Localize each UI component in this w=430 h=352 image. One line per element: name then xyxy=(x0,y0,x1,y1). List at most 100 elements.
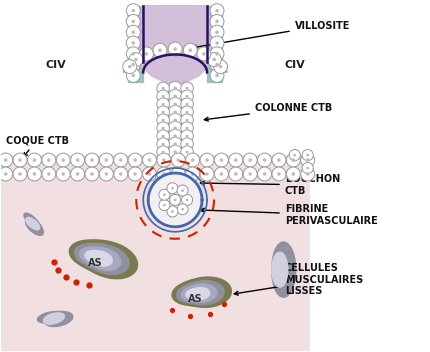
Circle shape xyxy=(212,58,215,61)
Polygon shape xyxy=(181,284,216,302)
Circle shape xyxy=(157,82,169,95)
Circle shape xyxy=(133,158,137,162)
Polygon shape xyxy=(74,244,129,275)
Circle shape xyxy=(215,31,218,34)
Polygon shape xyxy=(135,6,215,85)
Circle shape xyxy=(209,58,224,71)
Circle shape xyxy=(161,127,164,130)
Circle shape xyxy=(157,122,169,134)
Circle shape xyxy=(163,204,166,207)
Circle shape xyxy=(144,52,148,56)
Circle shape xyxy=(176,158,180,162)
Polygon shape xyxy=(206,6,221,82)
Circle shape xyxy=(18,172,22,176)
Circle shape xyxy=(99,167,113,181)
Circle shape xyxy=(131,74,135,77)
Circle shape xyxy=(286,167,300,181)
Circle shape xyxy=(47,172,50,176)
Text: AS: AS xyxy=(88,258,102,268)
Circle shape xyxy=(126,36,140,50)
Circle shape xyxy=(185,103,188,106)
Circle shape xyxy=(166,206,178,217)
Circle shape xyxy=(119,158,122,162)
Circle shape xyxy=(233,172,237,176)
Circle shape xyxy=(185,153,199,167)
Circle shape xyxy=(177,204,187,215)
Circle shape xyxy=(173,126,176,130)
Polygon shape xyxy=(185,288,209,300)
Polygon shape xyxy=(43,313,64,324)
Polygon shape xyxy=(37,312,73,327)
Text: AS: AS xyxy=(187,294,202,304)
Circle shape xyxy=(181,114,193,126)
Circle shape xyxy=(185,95,188,98)
Circle shape xyxy=(291,158,295,162)
Circle shape xyxy=(0,167,12,181)
Circle shape xyxy=(305,172,309,176)
Circle shape xyxy=(99,153,113,167)
Circle shape xyxy=(215,63,218,66)
Circle shape xyxy=(190,172,194,176)
Circle shape xyxy=(181,189,184,192)
Polygon shape xyxy=(172,277,231,307)
Text: COQUE CTB: COQUE CTB xyxy=(6,135,68,157)
Circle shape xyxy=(306,166,308,169)
Circle shape xyxy=(126,47,140,61)
Circle shape xyxy=(28,167,41,181)
Circle shape xyxy=(257,167,271,181)
Circle shape xyxy=(181,146,193,158)
Circle shape xyxy=(185,151,188,154)
Circle shape xyxy=(200,153,214,167)
Circle shape xyxy=(159,200,169,210)
Circle shape xyxy=(104,172,108,176)
Circle shape xyxy=(209,4,224,18)
Circle shape xyxy=(142,167,156,181)
Circle shape xyxy=(157,106,169,119)
Circle shape xyxy=(181,122,193,134)
Circle shape xyxy=(177,185,187,196)
Circle shape xyxy=(181,208,184,210)
Circle shape xyxy=(157,114,169,126)
Circle shape xyxy=(162,158,165,162)
Ellipse shape xyxy=(149,174,200,226)
Circle shape xyxy=(176,172,180,176)
Circle shape xyxy=(185,167,199,181)
Circle shape xyxy=(71,167,84,181)
Circle shape xyxy=(207,52,221,67)
Circle shape xyxy=(228,167,242,181)
Circle shape xyxy=(90,172,93,176)
Circle shape xyxy=(114,153,127,167)
Circle shape xyxy=(173,95,176,98)
Circle shape xyxy=(188,49,192,52)
Circle shape xyxy=(157,167,170,181)
Circle shape xyxy=(215,41,218,45)
Circle shape xyxy=(271,167,285,181)
Circle shape xyxy=(197,47,210,61)
Circle shape xyxy=(13,167,27,181)
Circle shape xyxy=(131,20,135,23)
Circle shape xyxy=(161,134,164,138)
Circle shape xyxy=(209,25,224,39)
Circle shape xyxy=(114,167,127,181)
Circle shape xyxy=(289,150,300,161)
Circle shape xyxy=(215,74,218,77)
Circle shape xyxy=(185,111,188,114)
Circle shape xyxy=(161,95,164,98)
Circle shape xyxy=(173,102,176,106)
Circle shape xyxy=(42,153,55,167)
Circle shape xyxy=(157,153,170,167)
Circle shape xyxy=(161,151,164,154)
Polygon shape xyxy=(123,46,227,73)
Circle shape xyxy=(171,153,185,167)
Circle shape xyxy=(185,119,188,122)
Circle shape xyxy=(171,167,185,181)
Circle shape xyxy=(126,14,140,29)
Circle shape xyxy=(181,82,193,95)
Circle shape xyxy=(33,158,36,162)
Circle shape xyxy=(161,103,164,106)
Circle shape xyxy=(205,158,208,162)
Circle shape xyxy=(139,47,153,61)
Circle shape xyxy=(300,167,314,181)
Circle shape xyxy=(131,41,135,45)
Circle shape xyxy=(104,158,108,162)
